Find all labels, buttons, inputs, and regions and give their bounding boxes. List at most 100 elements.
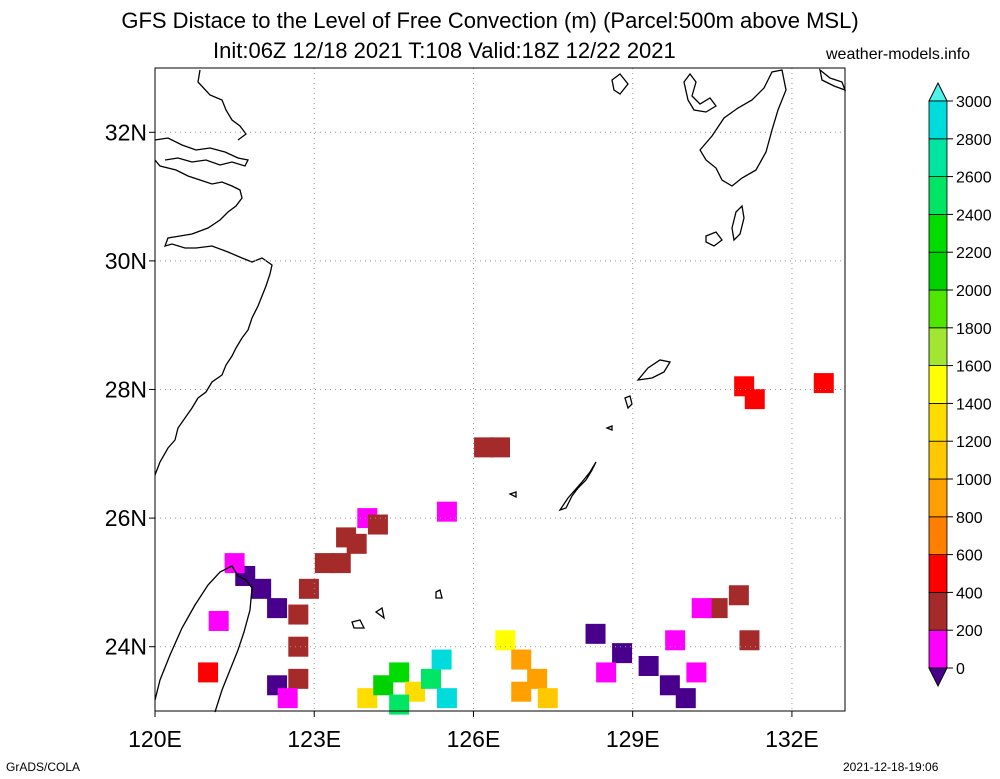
field-cell xyxy=(298,578,319,599)
y-tick-label: 32N xyxy=(105,119,147,145)
x-tick-label: 120E xyxy=(128,726,182,752)
island-kyushu xyxy=(699,69,787,187)
field-cell xyxy=(813,373,834,394)
field-cell xyxy=(537,688,558,709)
island-small-6 xyxy=(374,606,385,620)
colorbar-swatch xyxy=(928,516,948,555)
x-tick-label: 126E xyxy=(447,726,501,752)
field-cell xyxy=(490,437,510,458)
field-cell xyxy=(198,662,219,683)
chart-title: GFS Distace to the Level of Free Convect… xyxy=(121,8,859,33)
field-cell xyxy=(389,694,410,715)
y-tick-label: 24N xyxy=(105,634,147,660)
field-cell xyxy=(357,688,378,709)
field-cell xyxy=(421,668,441,689)
colorbar-min-arrow xyxy=(928,667,948,688)
colorbar-swatch xyxy=(928,365,948,404)
field-cell xyxy=(373,675,394,696)
colorbar-swatch xyxy=(928,402,948,442)
island-ryukyu-1 xyxy=(558,461,597,512)
field-cell xyxy=(224,553,245,574)
field-cell xyxy=(527,668,548,689)
colorbar-swatch xyxy=(928,327,948,366)
gridlines xyxy=(155,68,845,711)
colorbar-label: 2800 xyxy=(956,132,992,149)
field-cell xyxy=(691,598,712,619)
field-cell xyxy=(267,598,288,619)
field-cell xyxy=(495,630,516,651)
field-cell xyxy=(675,688,696,709)
island-yakushima xyxy=(705,231,723,247)
coastline-yangtze xyxy=(154,137,249,167)
colorbar-label: 1200 xyxy=(956,434,992,451)
island-shikoku xyxy=(819,68,847,92)
colorbar-swatch xyxy=(928,213,948,253)
field-cell xyxy=(739,630,760,651)
x-tick-label: 123E xyxy=(287,726,341,752)
coastlines xyxy=(154,68,847,713)
field-cell xyxy=(367,514,388,535)
colorbar-label: 2600 xyxy=(956,170,992,187)
island-small-2 xyxy=(605,425,613,431)
colorbar-label: 200 xyxy=(956,623,983,640)
colorbar-swatch xyxy=(928,478,948,518)
footer-timestamp: 2021-12-18-19:06 xyxy=(843,760,939,774)
x-tick-label: 129E xyxy=(606,726,660,752)
y-tick-label: 30N xyxy=(105,248,147,274)
site-credit: weather-models.info xyxy=(826,46,971,63)
field-cell xyxy=(208,610,229,631)
colorbar-swatch xyxy=(928,289,948,329)
colorbar-label: 2000 xyxy=(956,283,992,300)
colorbar-label: 2200 xyxy=(956,245,992,262)
field-cell xyxy=(288,636,309,657)
field-cell xyxy=(585,623,606,644)
colorbar-swatch xyxy=(928,138,948,178)
field-cell xyxy=(511,649,532,670)
colorbar-label: 2400 xyxy=(956,207,992,224)
colorbar-label: 1400 xyxy=(956,396,992,413)
axes: 120E 123E 126E 129E 132E 24N 26N 28N 30N 32N xyxy=(105,119,819,752)
colorbar-label: 800 xyxy=(956,510,983,527)
colorbar-swatch xyxy=(928,176,948,215)
island-small-4 xyxy=(435,589,443,599)
field-cell xyxy=(596,662,617,683)
field-cell xyxy=(638,655,659,676)
island-tanegashima xyxy=(731,204,745,242)
colorbar-label: 400 xyxy=(956,585,983,602)
field-cell xyxy=(288,668,309,689)
colorbar-swatch xyxy=(928,251,948,291)
colorbar-label: 1000 xyxy=(956,472,992,489)
field-cell xyxy=(436,501,457,522)
colorbar-label: 1600 xyxy=(956,359,992,376)
island-tsushima xyxy=(683,72,717,113)
field-cell xyxy=(431,649,452,670)
field-cell xyxy=(511,681,532,702)
field-cell xyxy=(405,681,426,702)
colorbar-label: 0 xyxy=(956,661,965,678)
field-cell xyxy=(314,553,335,574)
init-valid-line: Init:06Z 12/18 2021 T:108 Valid:18Z 12/2… xyxy=(213,38,676,63)
field-cell xyxy=(288,604,309,625)
field-cell xyxy=(474,437,495,458)
colorbar-max-arrow xyxy=(928,81,948,102)
field-cell xyxy=(728,585,749,606)
coastline-north xyxy=(197,69,247,141)
island-ryukyu-2 xyxy=(636,359,672,381)
y-tick-label: 26N xyxy=(105,505,147,531)
field-cell xyxy=(659,675,680,696)
field-cell xyxy=(612,643,633,664)
field-cell xyxy=(686,662,707,683)
island-small-5 xyxy=(351,619,366,629)
island-small-1 xyxy=(624,395,633,410)
field-cell xyxy=(665,630,686,651)
field-cell xyxy=(744,389,765,410)
colorbar-swatch xyxy=(928,440,948,480)
field-cell xyxy=(707,598,728,619)
field-cell xyxy=(389,662,410,683)
y-tick-label: 28N xyxy=(105,377,147,403)
footer-credit: GrADS/COLA xyxy=(6,760,81,774)
field-cell xyxy=(436,688,457,709)
colorbar-label: 1800 xyxy=(956,321,992,338)
coastline-taiwan xyxy=(154,565,253,713)
